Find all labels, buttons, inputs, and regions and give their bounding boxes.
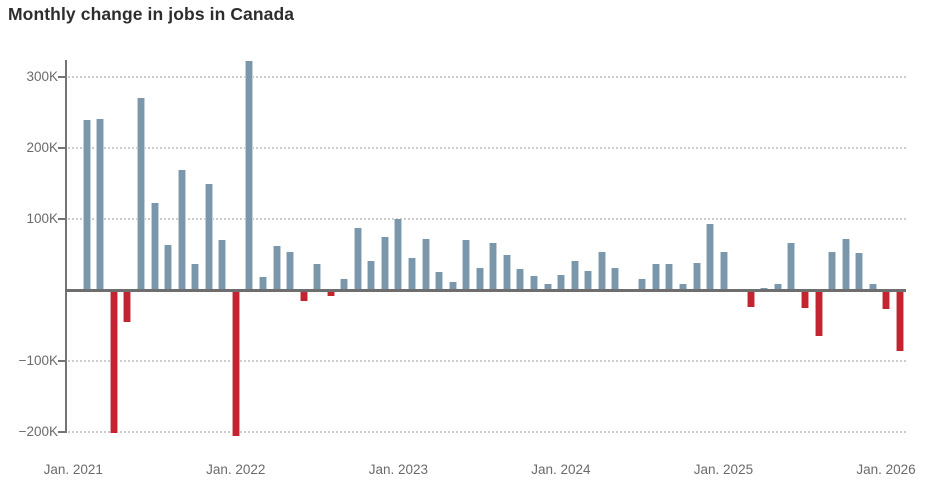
bar-oct-2021 (191, 264, 200, 291)
bar-sep-2025 (828, 252, 837, 291)
bar-dec-2025 (868, 283, 877, 291)
bar-jul-2022 (313, 263, 322, 291)
x-axis-label-2024: Jan. 2024 (531, 462, 591, 477)
y-axis-tick (58, 147, 66, 149)
bar-may-2024 (611, 267, 620, 291)
bar-aug-2022 (326, 290, 335, 296)
bar-nov-2023 (529, 275, 538, 291)
bar-oct-2022 (353, 228, 362, 291)
bar-jan-2024 (557, 275, 566, 291)
bar-mar-2025 (746, 290, 755, 307)
bar-nov-2024 (692, 263, 701, 291)
bar-oct-2024 (679, 283, 687, 291)
bar-aug-2024 (651, 264, 660, 291)
bar-may-2022 (286, 252, 295, 291)
bar-jun-2023 (462, 239, 471, 291)
y-axis-label: 200K (26, 140, 58, 155)
x-axis-label-2026: Jan. 2026 (856, 462, 916, 477)
bar-jul-2024 (638, 278, 647, 291)
bar-oct-2025 (841, 238, 850, 291)
zero-baseline (65, 289, 906, 292)
bar-apr-2021 (109, 290, 118, 433)
bar-sep-2024 (665, 264, 674, 291)
y-axis-tick (58, 218, 66, 220)
bar-sep-2021 (177, 170, 186, 291)
bar-dec-2021 (218, 239, 227, 291)
bar-jan-2023 (394, 219, 403, 291)
bar-mar-2022 (258, 276, 267, 291)
y-axis-label: −100K (18, 353, 58, 368)
bar-jan-2022 (231, 290, 240, 436)
x-axis-label-2025: Jan. 2025 (693, 462, 754, 477)
bar-may-2021 (123, 290, 132, 323)
bar-jun-2021 (137, 98, 145, 291)
bar-nov-2022 (367, 260, 376, 291)
bar-dec-2022 (380, 236, 389, 291)
x-axis-label-2023: Jan. 2023 (368, 462, 428, 477)
y-axis-tick (58, 431, 66, 433)
y-axis-label: 300K (26, 69, 58, 84)
y-axis-tick (58, 360, 66, 362)
bar-oct-2023 (516, 269, 525, 291)
bar-jun-2022 (299, 290, 308, 301)
x-axis-label-2021: Jan. 2021 (43, 462, 103, 477)
gridline-−100k (68, 360, 906, 362)
bar-jun-2025 (787, 243, 796, 291)
bar-feb-2024 (570, 260, 579, 291)
bar-sep-2023 (502, 255, 511, 291)
bar-jan-2025 (719, 252, 728, 291)
bar-mar-2024 (584, 270, 593, 291)
bar-nov-2021 (204, 183, 213, 291)
bar-feb-2022 (245, 61, 254, 291)
bar-jul-2023 (475, 267, 484, 291)
bar-jul-2025 (800, 290, 809, 309)
bar-aug-2021 (164, 244, 173, 291)
gridline-300k (68, 76, 906, 78)
y-axis-tick (58, 76, 66, 78)
gridline-100k (68, 218, 906, 220)
bar-apr-2023 (435, 271, 444, 291)
x-axis-label-2022: Jan. 2022 (206, 462, 266, 477)
bar-dec-2024 (706, 223, 715, 291)
bar-jul-2021 (150, 203, 159, 291)
bar-jan-2026 (882, 290, 891, 309)
chart-title: Monthly change in jobs in Canada (8, 4, 295, 24)
bar-mar-2021 (96, 118, 105, 291)
bar-feb-2023 (408, 258, 416, 291)
bar-may-2025 (773, 284, 782, 291)
bar-feb-2026 (895, 290, 904, 352)
bar-dec-2023 (543, 284, 552, 291)
y-axis-line (65, 60, 67, 433)
bar-feb-2021 (82, 119, 91, 291)
gridline-200k (68, 147, 906, 149)
bar-apr-2022 (272, 245, 281, 291)
bar-aug-2023 (489, 243, 498, 291)
y-axis-label: 100K (26, 211, 58, 226)
bar-aug-2025 (814, 290, 823, 336)
bar-may-2023 (448, 282, 457, 291)
gridline-−200k (68, 431, 906, 433)
bar-nov-2025 (855, 253, 864, 291)
bar-mar-2023 (421, 238, 430, 291)
y-axis-label: −200K (18, 424, 58, 439)
bar-sep-2022 (340, 279, 349, 291)
bar-apr-2024 (597, 251, 606, 291)
